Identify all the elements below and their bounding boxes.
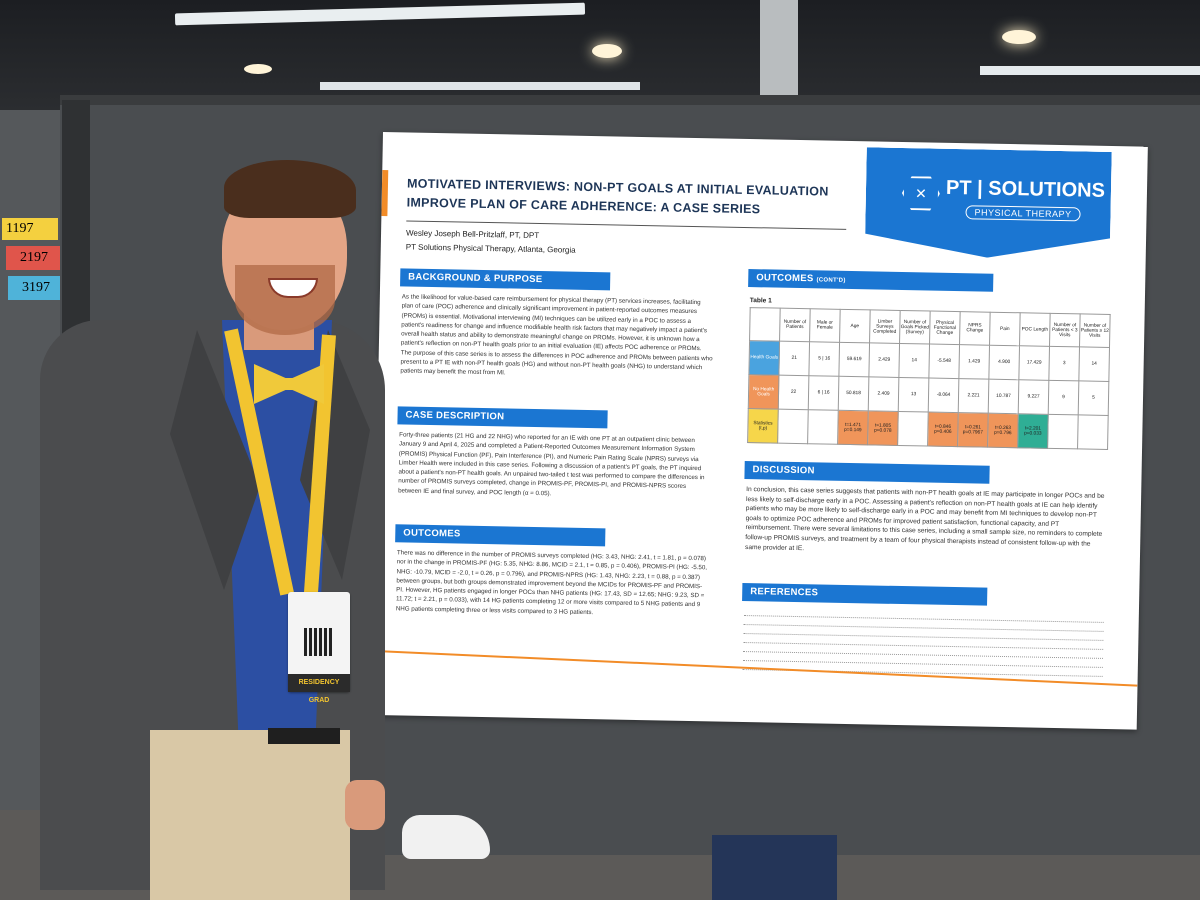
booth-tag: 3197 — [8, 276, 64, 300]
outcomes-cont-title: OUTCOMES — [756, 272, 814, 285]
table-cell: 5 — [1078, 380, 1109, 416]
table-cell: 21 — [778, 341, 810, 376]
section-text-outcomes: There was no difference in the number of… — [395, 549, 708, 616]
table-cell: 59.619 — [838, 342, 870, 377]
badge-qr-icon — [304, 628, 332, 656]
section-header-references: REFERENCES — [742, 582, 988, 606]
references-list — [742, 611, 1104, 677]
table-cell: 17.429 — [1018, 345, 1050, 381]
table-cell: 1.429 — [958, 344, 990, 380]
section-header-discussion: DISCUSSION — [744, 461, 990, 484]
table-cell: -5.548 — [928, 344, 960, 379]
ceiling-lamp — [1002, 30, 1036, 44]
table-cell: t=0.261 p=0.7967 — [957, 412, 989, 448]
poster-board-frame — [60, 95, 1200, 105]
table-cell: No Health Goals — [748, 374, 779, 410]
section-header-outcomes: OUTCOMES — [395, 524, 606, 547]
title-divider — [406, 220, 847, 230]
presenter-belt — [268, 728, 340, 744]
ceiling-lamp — [592, 44, 622, 58]
pillar — [760, 0, 798, 110]
table-header-cell — [749, 307, 781, 342]
table-header-cell: POC Length — [1019, 312, 1051, 347]
ceiling-light-strip — [320, 82, 640, 90]
poster-title: MOTIVATED INTERVIEWS: NON-PT GOALS AT IN… — [406, 176, 829, 217]
table-cell: 3 — [1048, 346, 1080, 381]
table-header-cell: Age — [839, 309, 871, 343]
table-cell: Health Goals — [748, 340, 780, 376]
table-header-cell: Male or Female — [809, 308, 841, 343]
table-cell: 22 — [778, 375, 809, 410]
section-text-discussion: In conclusion, this case series suggests… — [745, 486, 1105, 552]
title-accent-bar — [381, 169, 389, 217]
table-cell — [1077, 414, 1109, 450]
booth-tag: 1197 — [2, 218, 58, 240]
presenter-pants — [150, 730, 350, 900]
ceiling-lamp — [244, 64, 272, 74]
ceiling-light-strip — [980, 66, 1200, 75]
table-cell — [777, 409, 809, 444]
table-cell: t=0.846 p=0.406 — [927, 412, 959, 447]
table-cell: 9.227 — [1018, 379, 1049, 415]
pt-solutions-logo: ✕ PT | SOLUTIONS PHYSICAL THERAPY — [865, 147, 1112, 260]
table-header-cell: Number of Patients ≥ 12 Visits — [1079, 313, 1111, 348]
badge-role-ribbon: RESIDENCY GRAD — [288, 674, 350, 704]
section-text-case: Forty-three patients (21 HG and 22 NHG) … — [398, 431, 705, 498]
poster-author: Wesley Joseph Bell-Pritzlaff, PT, DPT — [405, 228, 540, 241]
poster-affiliation: PT Solutions Physical Therapy, Atlanta, … — [405, 242, 576, 255]
table-cell: -8.064 — [928, 378, 959, 413]
table-cell: 9 — [1048, 380, 1079, 415]
section-header-case: CASE DESCRIPTION — [397, 406, 608, 429]
table-cell — [1047, 414, 1079, 449]
table-row: Statistics (t,p) t=1.471 p=0.149 t=1.805… — [747, 408, 1109, 450]
table-cell: 10.787 — [988, 379, 1019, 414]
table-header-cell: Limber Surveys Completed — [869, 309, 901, 344]
research-poster: MOTIVATED INTERVIEWS: NON-PT GOALS AT IN… — [371, 132, 1148, 730]
booth-tag: 2197 — [6, 246, 64, 270]
table-cell: 4.900 — [988, 345, 1020, 380]
logo-name: PT | SOLUTIONS — [945, 176, 1106, 202]
table-cell: t=2.201 p=0.033 — [1017, 413, 1049, 449]
bystander-shoe — [402, 815, 490, 859]
logo-subtitle: PHYSICAL THERAPY — [965, 205, 1080, 221]
bystander-legs — [712, 835, 837, 900]
presenter-beard — [235, 265, 335, 335]
table-cell: Statistics (t,p) — [747, 408, 779, 444]
table-cell: t=0.263 p=0.796 — [987, 413, 1019, 448]
table-caption: Table 1 — [749, 297, 772, 305]
presenter-hair — [224, 160, 356, 218]
table-cell: 5 | 16 — [808, 341, 840, 377]
table-cell — [897, 411, 929, 447]
table-cell: 2.429 — [868, 342, 900, 378]
table-cell: 14 — [1078, 346, 1110, 382]
table-header-cell: Number of Goals Picked (Survey) — [899, 310, 931, 345]
table-cell: t=1.471 p=0.149 — [837, 410, 869, 445]
table-cell: t=1.805 p=0.078 — [867, 410, 899, 446]
presenter-hand — [345, 780, 385, 830]
outcomes-cont-suffix: (CONT'D) — [816, 277, 846, 284]
results-table: Number of Patients Male or Female Age Li… — [747, 307, 1111, 450]
table-header-cell: Pain — [989, 312, 1021, 346]
table-header-cell: NPRS Change — [959, 311, 991, 346]
table-cell: 6 | 16 — [808, 375, 839, 411]
section-text-background: As the likelihood for value-based care r… — [400, 293, 713, 377]
table-cell: 50.818 — [838, 376, 869, 411]
table-cell: 14 — [898, 343, 930, 379]
table-cell — [807, 409, 839, 445]
table-cell: 13 — [898, 377, 929, 413]
section-header-background: BACKGROUND & PURPOSE — [400, 268, 611, 291]
table-cell: 2.221 — [958, 378, 989, 414]
table-cell: 2.409 — [868, 376, 899, 412]
table-header-cell: Number of Patients < 3 Visits — [1049, 313, 1081, 347]
table-header-cell: Number of Patients — [779, 308, 811, 342]
section-header-outcomes-cont: OUTCOMES (CONT'D) — [748, 269, 994, 292]
table-header-cell: Physical Functional Change — [929, 311, 961, 345]
hexagon-logo-icon: ✕ — [902, 176, 941, 211]
